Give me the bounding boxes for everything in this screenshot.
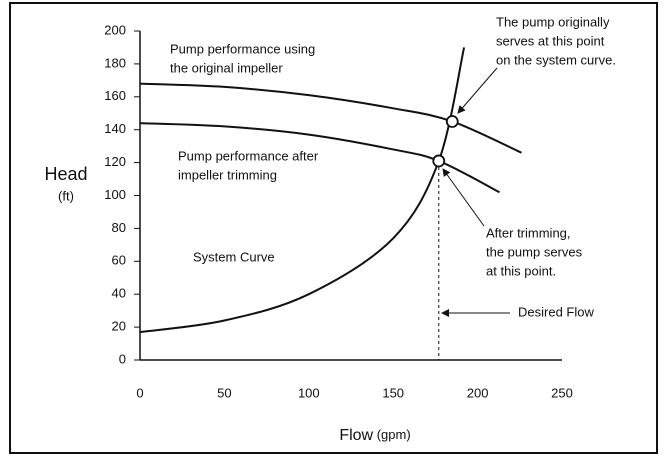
y-tick-label: 60 <box>112 253 126 268</box>
x-tick-label: 150 <box>382 385 404 400</box>
x-tick-label: 250 <box>551 385 573 400</box>
arrow <box>442 168 485 227</box>
y-tick-label: 180 <box>104 55 126 70</box>
y-tick-label: 40 <box>112 286 126 301</box>
curve <box>139 82 522 154</box>
y-tick-label: 140 <box>104 121 126 136</box>
annotation: on the system curve. <box>496 52 616 67</box>
curve <box>139 47 466 334</box>
annotation: Desired Flow <box>518 304 594 319</box>
x-label-unit: (gpm) <box>377 427 411 442</box>
x-tick-label: 0 <box>136 385 143 400</box>
annotation: the original impeller <box>170 60 283 75</box>
annotation: serves at this point <box>496 33 605 48</box>
y-tick-label: 0 <box>119 351 126 366</box>
y-label: Head <box>44 164 87 184</box>
y-tick-label: 200 <box>104 22 126 37</box>
annotation: the pump serves <box>486 244 583 259</box>
operating-point <box>432 154 446 168</box>
operating-point <box>445 115 459 128</box>
annotation: Pump performance using <box>170 41 315 56</box>
x-tick-label: 50 <box>217 385 231 400</box>
annotation: After trimming, <box>486 225 571 240</box>
y-label-unit: (ft) <box>58 188 74 203</box>
arrow <box>457 67 498 114</box>
x-tick-label: 100 <box>298 385 320 400</box>
annotation: Pump performance after <box>178 148 319 163</box>
annotation: The pump originally <box>496 14 610 29</box>
frame <box>9 2 658 454</box>
y-tick-label: 160 <box>104 88 126 103</box>
x-label-text: Flow <box>339 427 373 444</box>
x-label: Flow (gpm) <box>339 427 410 444</box>
y-tick-label: 80 <box>112 220 126 235</box>
x-tick-label: 200 <box>467 385 489 400</box>
annotation: at this point. <box>486 263 556 278</box>
y-tick-label: 100 <box>104 187 126 202</box>
annotation: impeller trimming <box>178 167 277 182</box>
y-tick-label: 120 <box>104 154 126 169</box>
annotation: System Curve <box>193 249 275 264</box>
y-tick-label: 20 <box>112 319 126 334</box>
